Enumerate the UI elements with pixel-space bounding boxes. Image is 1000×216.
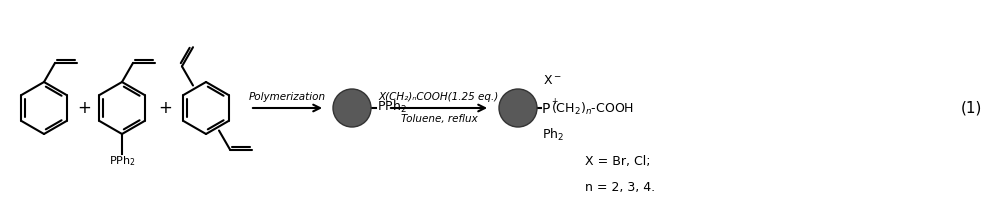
Circle shape [339,95,362,118]
Circle shape [512,102,520,110]
Circle shape [512,102,520,110]
Circle shape [335,91,368,124]
Circle shape [342,98,358,114]
Circle shape [507,97,527,117]
Circle shape [504,94,530,121]
Circle shape [336,92,367,123]
Circle shape [506,96,527,117]
Circle shape [347,103,352,108]
Circle shape [510,100,522,112]
Circle shape [512,102,519,109]
Circle shape [335,91,368,124]
Circle shape [500,90,535,125]
Circle shape [505,95,528,118]
Circle shape [504,94,530,120]
Circle shape [348,103,351,107]
Circle shape [346,102,353,109]
Circle shape [337,93,366,122]
Circle shape [502,92,533,123]
Circle shape [514,104,517,107]
Circle shape [499,89,537,127]
Text: P: P [542,102,550,116]
Circle shape [343,100,357,113]
Circle shape [346,102,354,110]
Circle shape [500,90,536,126]
Circle shape [346,102,354,110]
Circle shape [333,89,371,127]
Text: (CH$_2$)$_n$-COOH: (CH$_2$)$_n$-COOH [551,101,634,117]
Text: Polymerization: Polymerization [249,92,326,102]
Circle shape [501,91,535,125]
Circle shape [508,98,524,114]
Circle shape [348,104,350,106]
Circle shape [514,103,517,107]
Circle shape [505,95,529,119]
Circle shape [342,98,359,115]
Circle shape [503,93,532,122]
Text: X(CH₂)ₙCOOH(1.25 eq.): X(CH₂)ₙCOOH(1.25 eq.) [379,92,499,102]
Circle shape [337,94,365,121]
Circle shape [507,97,526,116]
Circle shape [510,100,522,112]
Circle shape [340,96,362,118]
Circle shape [338,94,364,121]
Circle shape [337,93,366,122]
Circle shape [345,101,355,111]
Circle shape [338,94,364,120]
Circle shape [339,95,363,119]
Circle shape [507,97,526,116]
Circle shape [343,99,358,114]
Circle shape [348,104,351,107]
Circle shape [511,101,521,111]
Circle shape [505,95,529,119]
Text: +: + [77,99,91,117]
Circle shape [345,101,355,111]
Circle shape [506,96,528,118]
Circle shape [336,92,367,123]
Circle shape [503,93,532,122]
Circle shape [341,97,360,116]
Circle shape [343,99,357,113]
Circle shape [509,99,524,114]
Text: X = Br, Cl;: X = Br, Cl; [585,154,650,167]
Circle shape [334,90,369,125]
Circle shape [333,89,370,126]
Circle shape [347,103,352,108]
Circle shape [511,101,521,111]
Circle shape [508,98,525,115]
Circle shape [340,96,361,117]
Circle shape [501,91,534,124]
Circle shape [341,97,360,116]
Circle shape [334,90,370,126]
Text: (1): (1) [961,100,982,116]
Circle shape [501,91,534,124]
Circle shape [499,89,536,126]
Circle shape [514,104,516,106]
Circle shape [509,100,523,113]
Text: $^+$: $^+$ [550,97,559,107]
Circle shape [513,103,518,108]
Text: PPh$_2$: PPh$_2$ [109,154,135,168]
Text: PPh$_2$: PPh$_2$ [377,99,407,115]
Circle shape [502,92,533,123]
Circle shape [513,103,518,108]
Circle shape [344,100,356,112]
Text: Toluene, reflux: Toluene, reflux [401,114,477,124]
Circle shape [509,99,523,113]
Text: Ph$_2$: Ph$_2$ [542,127,564,143]
Text: n = 2, 3, 4.: n = 2, 3, 4. [585,181,655,194]
Text: +: + [158,99,172,117]
Circle shape [339,95,363,119]
Circle shape [341,97,361,117]
Circle shape [335,91,369,125]
Text: X$^-$: X$^-$ [543,75,562,87]
Circle shape [344,100,356,112]
Circle shape [503,94,531,121]
